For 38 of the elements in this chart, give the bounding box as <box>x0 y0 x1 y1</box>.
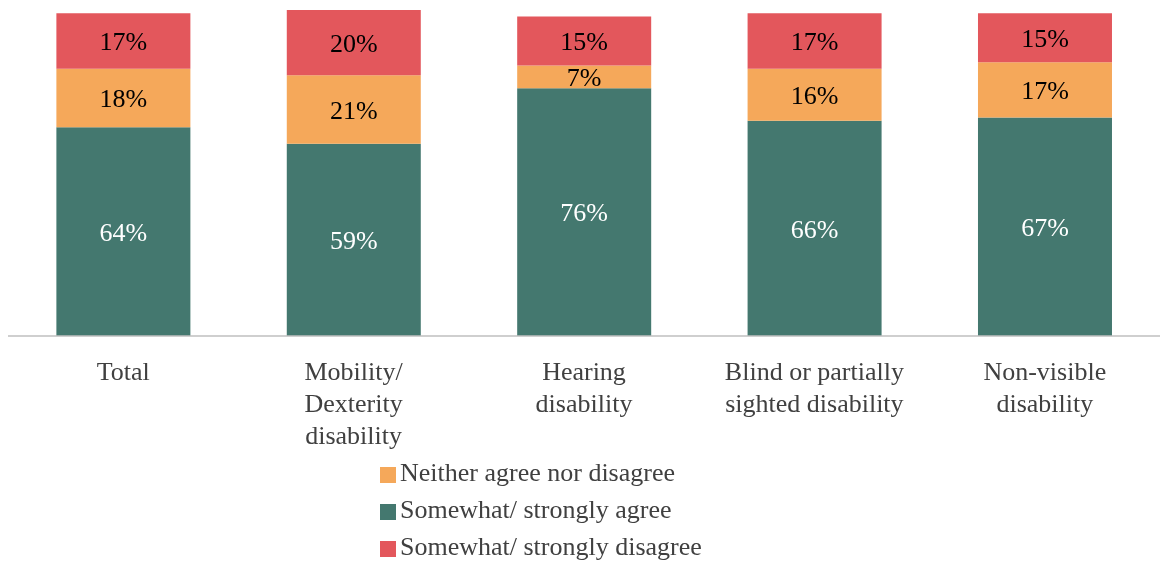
x-tick-label: Mobility/ Dexterity disability <box>304 357 404 450</box>
bar <box>56 68 191 128</box>
bar <box>747 13 882 69</box>
bar <box>977 117 1112 336</box>
data-label: 64% <box>99 217 148 247</box>
data-label: 76% <box>560 198 609 228</box>
data-label: 66% <box>790 214 839 244</box>
data-label: 18% <box>99 84 148 114</box>
data-label: 16% <box>790 80 839 110</box>
bar <box>286 75 421 144</box>
bar <box>977 62 1112 118</box>
bar <box>517 16 652 66</box>
data-label: 59% <box>329 225 378 255</box>
x-tick-label: Total <box>96 357 150 386</box>
data-label: 17% <box>1021 75 1069 105</box>
legend-label: Somewhat/ strongly disagree <box>400 532 702 561</box>
bar <box>286 143 421 336</box>
x-tick-label: Hearing disability <box>535 357 633 418</box>
x-tick-label: Blind or partially sighted disability <box>724 357 904 418</box>
data-label: 15% <box>560 27 609 57</box>
data-label: 21% <box>329 95 378 125</box>
data-label: 17% <box>99 27 148 57</box>
bar <box>56 127 191 336</box>
bar <box>517 88 652 336</box>
bar <box>56 13 191 69</box>
bar <box>517 65 652 89</box>
bar <box>286 10 421 76</box>
legend-label: Neither agree nor disagree <box>400 458 676 487</box>
bar <box>747 120 882 336</box>
x-tick-label: Non-visible disability <box>983 357 1107 418</box>
data-label: 17% <box>790 27 839 57</box>
legend-label: Somewhat/ strongly agree <box>400 495 672 524</box>
bar <box>977 13 1112 63</box>
data-label: 67% <box>1021 212 1069 242</box>
data-label: 7% <box>566 62 602 92</box>
data-label: 20% <box>329 28 378 58</box>
bar <box>747 68 882 121</box>
data-label: 15% <box>1021 23 1069 53</box>
